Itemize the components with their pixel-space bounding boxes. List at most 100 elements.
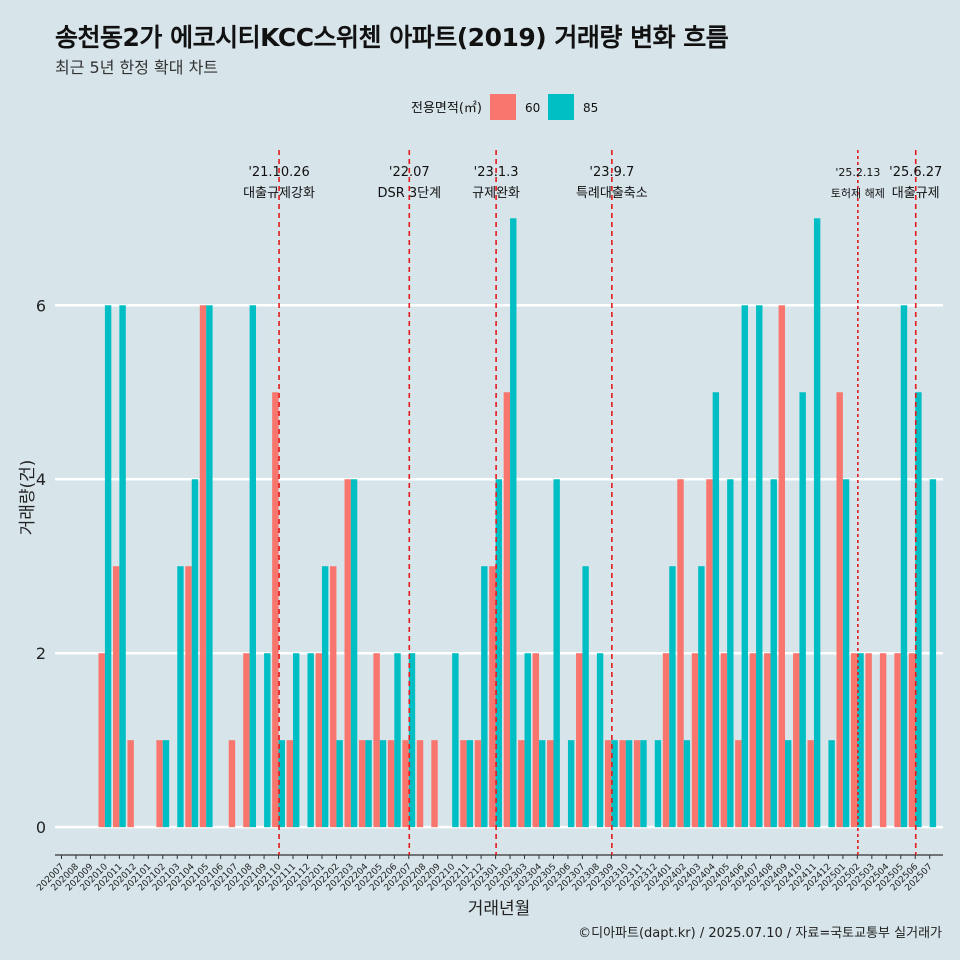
bar-60 — [243, 653, 250, 828]
bar-60 — [199, 305, 207, 828]
bar-85 — [640, 740, 647, 828]
bar-60 — [836, 392, 843, 828]
bar-60 — [706, 479, 713, 828]
bar-60 — [286, 740, 294, 828]
bar-60 — [532, 653, 540, 828]
bar-85 — [727, 479, 734, 828]
source-caption: ©디아파트(dapt.kr) / 2025.07.10 / 자료=국토교통부 실… — [578, 926, 942, 941]
bar-60 — [503, 392, 511, 828]
bar-85 — [379, 740, 387, 828]
bar-60 — [662, 653, 670, 828]
event-label: 특례대출축소 — [576, 186, 648, 201]
bar-85 — [307, 653, 314, 828]
event-label: 토허제 해제 — [831, 186, 885, 200]
bar-85 — [712, 392, 720, 828]
bar-60 — [387, 740, 395, 828]
bar-85 — [567, 740, 575, 828]
y-tick-label: 2 — [36, 644, 46, 663]
bar-60 — [576, 653, 583, 828]
bar-60 — [720, 653, 728, 828]
bar-60 — [228, 740, 236, 828]
bar-85 — [828, 740, 835, 828]
bar-60 — [416, 740, 424, 828]
bar-60 — [633, 740, 641, 828]
bar-85 — [929, 479, 937, 828]
bar-85 — [249, 305, 257, 828]
bar-60 — [793, 653, 800, 828]
legend-label-60: 60 — [525, 101, 540, 115]
bar-60 — [778, 305, 785, 828]
bar-85 — [394, 653, 401, 828]
bar-85 — [466, 740, 474, 828]
bar-85 — [162, 740, 170, 828]
event-date: '22.07 — [389, 165, 430, 180]
bar-85 — [539, 740, 546, 828]
bar-85 — [756, 305, 763, 828]
bar-60 — [865, 653, 872, 828]
bar-60 — [749, 653, 757, 828]
bar-60 — [127, 740, 134, 828]
y-tick-label: 6 — [36, 296, 46, 315]
bar-60 — [460, 740, 467, 828]
legend-label-85: 85 — [583, 101, 598, 115]
bar-60 — [547, 740, 554, 828]
event-date: '21.10.26 — [248, 165, 309, 180]
bar-60 — [677, 479, 684, 828]
event-label: 규제완화 — [472, 186, 520, 201]
bar-85 — [915, 392, 922, 828]
bar-85 — [350, 479, 358, 828]
bar-85 — [293, 653, 300, 828]
bar-60 — [272, 392, 279, 828]
bar-60 — [691, 653, 699, 828]
chart-title: 송천동2가 에코시티KCC스위첸 아파트(2019) 거래량 변화 흐름 — [55, 23, 729, 52]
bar-85 — [900, 305, 908, 828]
bar-85 — [770, 479, 777, 828]
bar-60 — [908, 653, 916, 828]
bar-85 — [683, 740, 691, 828]
bar-60 — [894, 653, 901, 828]
bar-85 — [857, 653, 864, 828]
bar-85 — [452, 653, 459, 828]
bar-60 — [431, 740, 438, 828]
bar-60 — [185, 566, 192, 828]
bar-85 — [813, 218, 821, 828]
bar-60 — [358, 740, 366, 828]
bar-85 — [669, 566, 676, 828]
bar-60 — [518, 740, 525, 828]
chart-subtitle: 최근 5년 한정 확대 차트 — [55, 58, 219, 77]
bar-85 — [698, 566, 705, 828]
bar-85 — [278, 740, 285, 828]
bar-85 — [785, 740, 792, 828]
bar-85 — [191, 479, 199, 828]
legend-swatch-60 — [490, 94, 516, 120]
bar-85 — [365, 740, 372, 828]
bar-60 — [879, 653, 887, 828]
event-date: '23.1.3 — [474, 165, 519, 180]
legend-swatch-85 — [548, 94, 574, 120]
bar-60 — [489, 566, 496, 828]
bar-60 — [764, 653, 771, 828]
bar-85 — [336, 740, 343, 828]
bar-85 — [611, 740, 618, 828]
bar-85 — [553, 479, 560, 828]
bar-60 — [619, 740, 626, 828]
bar-60 — [373, 653, 380, 828]
bar-60 — [402, 740, 409, 828]
bar-85 — [119, 305, 126, 828]
bar-60 — [735, 740, 742, 828]
bar-85 — [177, 566, 184, 828]
bar-60 — [604, 740, 612, 828]
bar-60 — [344, 479, 351, 828]
bar-85 — [654, 740, 662, 828]
event-label: 대출규제강화 — [243, 186, 315, 201]
y-axis-title: 거래량(건) — [18, 460, 38, 536]
event-label: 대출규제 — [892, 186, 940, 201]
bar-85 — [510, 218, 517, 828]
bar-85 — [206, 305, 213, 828]
bar-60 — [156, 740, 163, 828]
bar-85 — [596, 653, 604, 828]
bar-85 — [481, 566, 488, 828]
bar-60 — [330, 566, 337, 828]
bar-60 — [315, 653, 322, 828]
